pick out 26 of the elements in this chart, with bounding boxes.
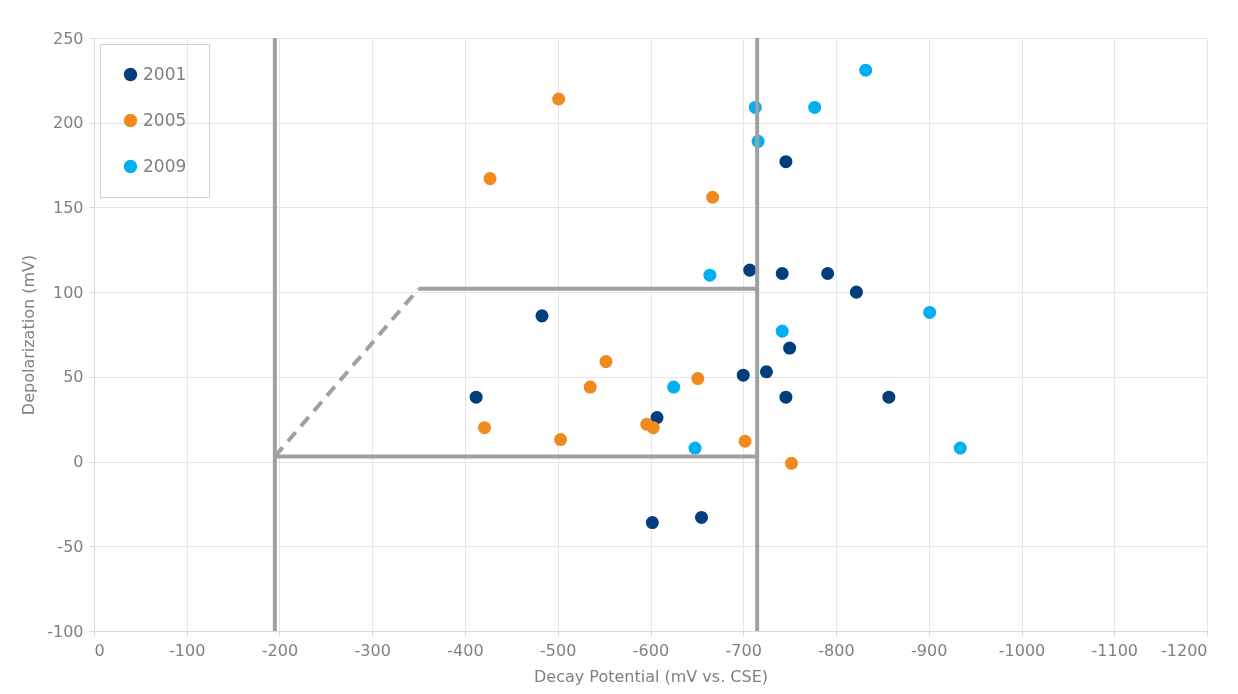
y-tick-label: -100 bbox=[47, 621, 84, 641]
x-tick-label: -300 bbox=[354, 640, 391, 660]
x-tick-label: -100 bbox=[169, 640, 206, 660]
y-tick-label: 250 bbox=[52, 28, 84, 48]
x-tick-label: -200 bbox=[261, 640, 299, 660]
legend-label: 2001 bbox=[143, 63, 187, 84]
y-tick-label: 100 bbox=[52, 282, 84, 302]
x-tick-label: -500 bbox=[540, 640, 577, 660]
x-tick-label: -1000 bbox=[998, 640, 1046, 660]
legend-label: 2005 bbox=[143, 109, 187, 130]
x-tick-label: -1100 bbox=[1091, 640, 1138, 660]
x-tick-label: -900 bbox=[911, 640, 948, 660]
x-tick-label: -600 bbox=[632, 640, 670, 660]
x-axis-title: Decay Potential (mV vs. CSE) bbox=[533, 666, 769, 686]
x-tick-label: 0 bbox=[94, 640, 105, 660]
y-tick-label: -50 bbox=[57, 536, 84, 556]
y-axis-title: Depolarization (mV) bbox=[19, 254, 39, 416]
y-tick-label: 200 bbox=[52, 113, 84, 133]
y-tick-label: 50 bbox=[63, 367, 84, 387]
y-tick-label: 0 bbox=[73, 452, 84, 472]
x-tick-label: -800 bbox=[818, 640, 855, 660]
x-tick-label: -700 bbox=[725, 640, 762, 660]
y-tick-label: 150 bbox=[52, 197, 84, 217]
legend-label: 2009 bbox=[143, 155, 187, 176]
x-tick-label: -400 bbox=[447, 640, 484, 660]
x-tick-label: -1200 bbox=[1161, 640, 1208, 660]
